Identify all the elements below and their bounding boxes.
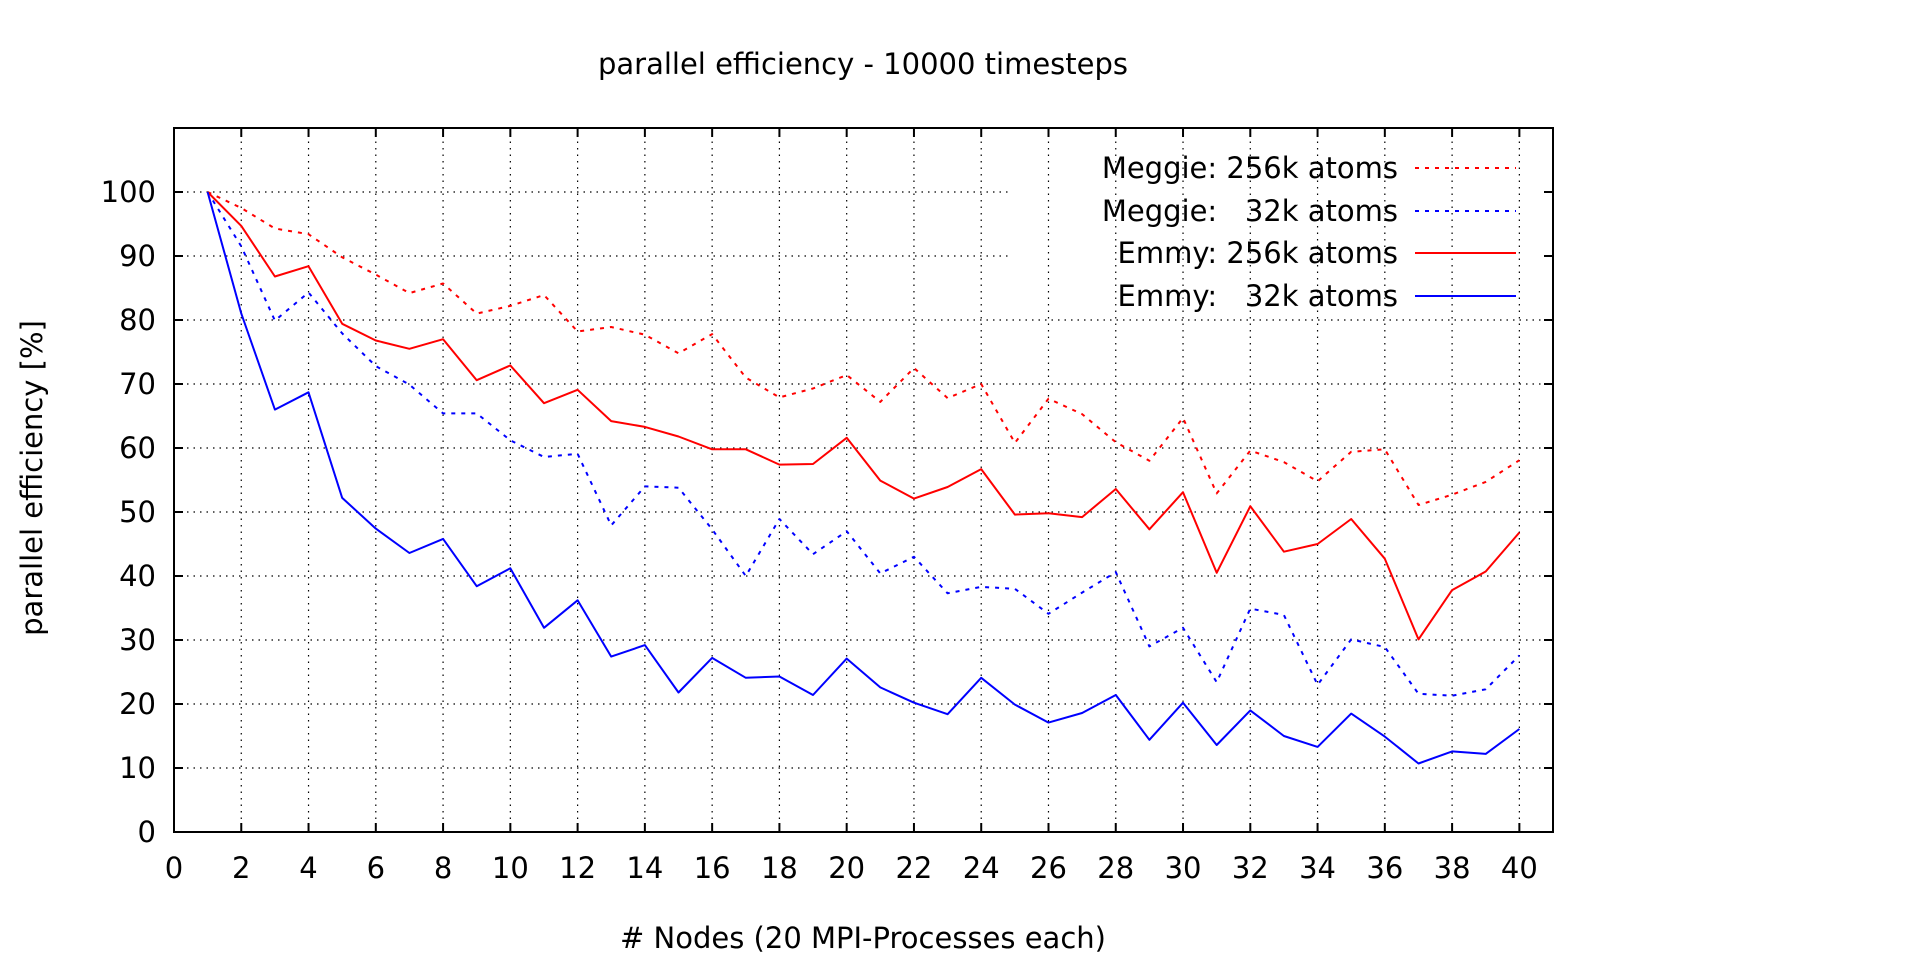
legend: Meggie: 256k atoms Meggie: 32k atoms Emmy:… <box>1102 151 1516 313</box>
chart-title: parallel efficiency - 10000 timesteps <box>598 47 1128 81</box>
y-tick-label: 40 <box>119 559 156 593</box>
series-line-4 <box>206 191 1520 765</box>
y-tick-label: 90 <box>119 239 156 273</box>
x-tick-label: 32 <box>1232 851 1269 885</box>
x-tick-label: 40 <box>1501 851 1538 885</box>
series-line-3 <box>206 191 1521 641</box>
legend-label: Meggie: 256k atoms <box>1102 151 1398 185</box>
x-tick-label: 38 <box>1434 851 1471 885</box>
x-tick-label: 0 <box>165 851 183 885</box>
x-tick-label: 24 <box>963 851 1000 885</box>
x-tick-label: 36 <box>1366 851 1403 885</box>
x-tick-label: 12 <box>559 851 596 885</box>
y-tick-label: 10 <box>119 751 156 785</box>
x-tick-label: 28 <box>1097 851 1134 885</box>
x-tick-label: 18 <box>761 851 798 885</box>
legend-label: Emmy: 32k atoms <box>1118 279 1398 313</box>
series-lines <box>206 191 1521 765</box>
x-tick-label: 16 <box>694 851 731 885</box>
y-tick-label: 60 <box>119 431 156 465</box>
y-tick-label: 20 <box>119 687 156 721</box>
y-tick-label: 0 <box>138 815 156 849</box>
x-tick-label: 10 <box>492 851 529 885</box>
tick-labels: 0 2 4 6 8 10 12 14 16 18 20 22 24 26 28 30 32 34 36 38 40010… <box>101 175 1538 885</box>
y-tick-label: 70 <box>119 367 156 401</box>
x-tick-label: 8 <box>434 851 452 885</box>
x-tick-label: 30 <box>1165 851 1202 885</box>
x-axis-title: # Nodes (20 MPI-Processes each) <box>620 921 1106 955</box>
x-tick-label: 4 <box>299 851 317 885</box>
x-tick-label: 26 <box>1030 851 1067 885</box>
y-tick-label: 50 <box>119 495 156 529</box>
x-tick-label: 34 <box>1299 851 1336 885</box>
legend-label: Emmy: 256k atoms <box>1118 236 1398 270</box>
plot-frame <box>173 127 1554 833</box>
legend-label: Meggie: 32k atoms <box>1102 194 1398 228</box>
y-tick-label: 100 <box>101 175 156 209</box>
x-tick-label: 20 <box>828 851 865 885</box>
axis-ticks <box>173 128 1553 833</box>
y-tick-label: 80 <box>119 303 156 337</box>
x-tick-label: 22 <box>895 851 932 885</box>
x-tick-label: 2 <box>232 851 250 885</box>
x-tick-label: 14 <box>626 851 663 885</box>
y-tick-label: 30 <box>119 623 156 657</box>
grid <box>174 128 1553 832</box>
y-axis-title: parallel efficiency [%] <box>15 320 49 636</box>
x-tick-label: 6 <box>367 851 385 885</box>
